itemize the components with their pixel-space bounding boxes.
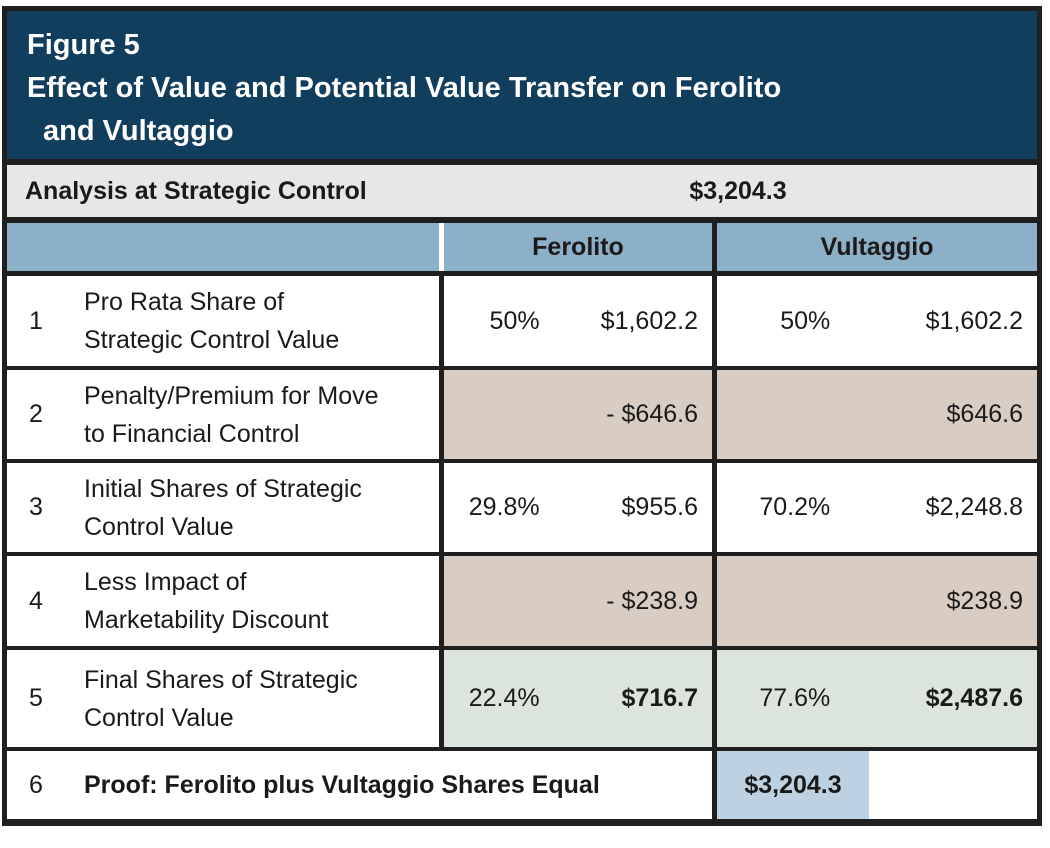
cell-divider (712, 463, 717, 552)
cell-divider (712, 751, 717, 819)
percent-value: 29.8% (468, 493, 540, 521)
row-label: Penalty/Premium for Move to Financial Co… (84, 381, 379, 448)
analysis-row: Analysis at Strategic Control $3,204.3 (7, 165, 1037, 217)
percent-value: 77.6% (759, 684, 831, 712)
dollar-value: $2,248.8 (925, 493, 1023, 521)
cell-divider (439, 276, 444, 366)
vultaggio-cell: $238.9 (717, 556, 1037, 646)
cell-divider (712, 650, 717, 747)
proof-empty-cell (869, 751, 1037, 819)
percent-value: 22.4% (468, 684, 540, 712)
cell-divider (712, 370, 717, 459)
vultaggio-cell: 50% $1,602.2 (717, 276, 1037, 366)
row-label: Final Shares of Strategic Control Value (84, 665, 358, 732)
dollar-value: $955.6 (621, 493, 698, 521)
separator (7, 159, 1037, 165)
column-divider (439, 223, 444, 271)
dollar-value: $1,602.2 (600, 306, 698, 335)
ferolito-cell: - $238.9 (444, 556, 712, 646)
separator (7, 459, 1037, 463)
dollar-value: $716.7 (621, 684, 698, 712)
column-divider (712, 223, 717, 271)
dollar-value: $646.6 (946, 400, 1023, 428)
dollar-value: $2,487.6 (925, 684, 1023, 712)
separator (7, 747, 1037, 751)
table-row-2: 2 Penalty/Premium for Move to Financial … (7, 370, 1037, 459)
separator (7, 646, 1037, 650)
figure-label: Figure 5 (27, 29, 140, 61)
separator (7, 271, 1037, 276)
dollar-value: $1,602.2 (925, 306, 1023, 335)
cell-divider (439, 556, 444, 646)
table-row-3: 3 Initial Shares of Strategic Control Va… (7, 463, 1037, 552)
row-number: 3 (29, 493, 43, 521)
figure-title-block: Figure 5 Effect of Value and Potential V… (7, 11, 1037, 159)
row-number: 1 (29, 306, 43, 335)
row-label: Less Impact of Marketability Discount (84, 568, 329, 634)
proof-label: Proof: Ferolito plus Vultaggio Shares Eq… (84, 770, 600, 799)
column-header-vultaggio: Vultaggio (717, 223, 1037, 271)
table-row-1: 1 Pro Rata Share of Strategic Control Va… (7, 276, 1037, 366)
dollar-value: $238.9 (946, 586, 1023, 615)
cell-divider (439, 463, 444, 552)
cell-divider (439, 650, 444, 747)
row-number: 4 (29, 586, 43, 615)
column-header-spacer (7, 223, 439, 271)
figure-title-line2: and Vultaggio (43, 115, 234, 147)
column-header-row: Ferolito Vultaggio (7, 223, 1037, 271)
cell-divider (712, 276, 717, 366)
dollar-value: - $238.9 (606, 586, 698, 615)
percent-value: 50% (489, 306, 540, 335)
proof-value: $3,204.3 (717, 751, 869, 819)
vultaggio-cell: 77.6% $2,487.6 (717, 650, 1037, 747)
vultaggio-cell: $646.6 (717, 370, 1037, 459)
row-label: Pro Rata Share of Strategic Control Valu… (84, 288, 340, 354)
analysis-label: Analysis at Strategic Control (25, 176, 367, 205)
separator (7, 366, 1037, 370)
row-label: Initial Shares of Strategic Control Valu… (84, 474, 362, 541)
dollar-value: - $646.6 (606, 400, 698, 428)
cell-divider (712, 556, 717, 646)
figure-title-line1: Effect of Value and Potential Value Tran… (27, 72, 782, 104)
ferolito-cell: - $646.6 (444, 370, 712, 459)
row-number: 6 (29, 770, 43, 799)
ferolito-cell: 22.4% $716.7 (444, 650, 712, 747)
separator (7, 552, 1037, 556)
separator (7, 217, 1037, 223)
table-row-5: 5 Final Shares of Strategic Control Valu… (7, 650, 1037, 747)
cell-divider (439, 370, 444, 459)
table-row-6-proof: 6 Proof: Ferolito plus Vultaggio Shares … (7, 751, 1037, 819)
percent-value: 70.2% (759, 493, 831, 521)
figure-5-table: Figure 5 Effect of Value and Potential V… (2, 6, 1042, 826)
table-row-4: 4 Less Impact of Marketability Discount … (7, 556, 1037, 646)
analysis-value: $3,204.3 (689, 176, 787, 205)
row-number: 2 (29, 400, 43, 428)
column-header-ferolito: Ferolito (444, 223, 712, 271)
ferolito-cell: 29.8% $955.6 (444, 463, 712, 552)
vultaggio-cell: 70.2% $2,248.8 (717, 463, 1037, 552)
row-number: 5 (29, 684, 43, 712)
percent-value: 50% (780, 306, 831, 335)
ferolito-cell: 50% $1,602.2 (444, 276, 712, 366)
